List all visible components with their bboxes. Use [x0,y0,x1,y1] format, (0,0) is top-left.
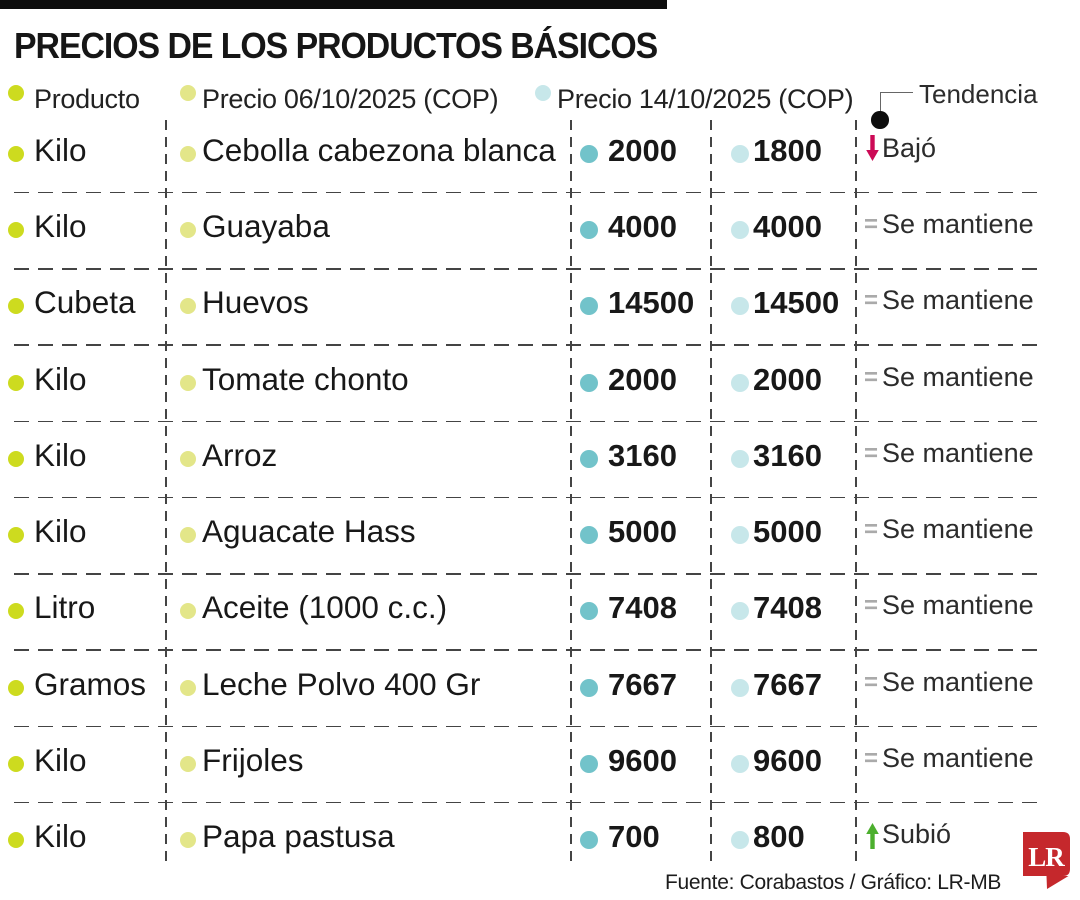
svg-text:LR: LR [1028,842,1065,872]
